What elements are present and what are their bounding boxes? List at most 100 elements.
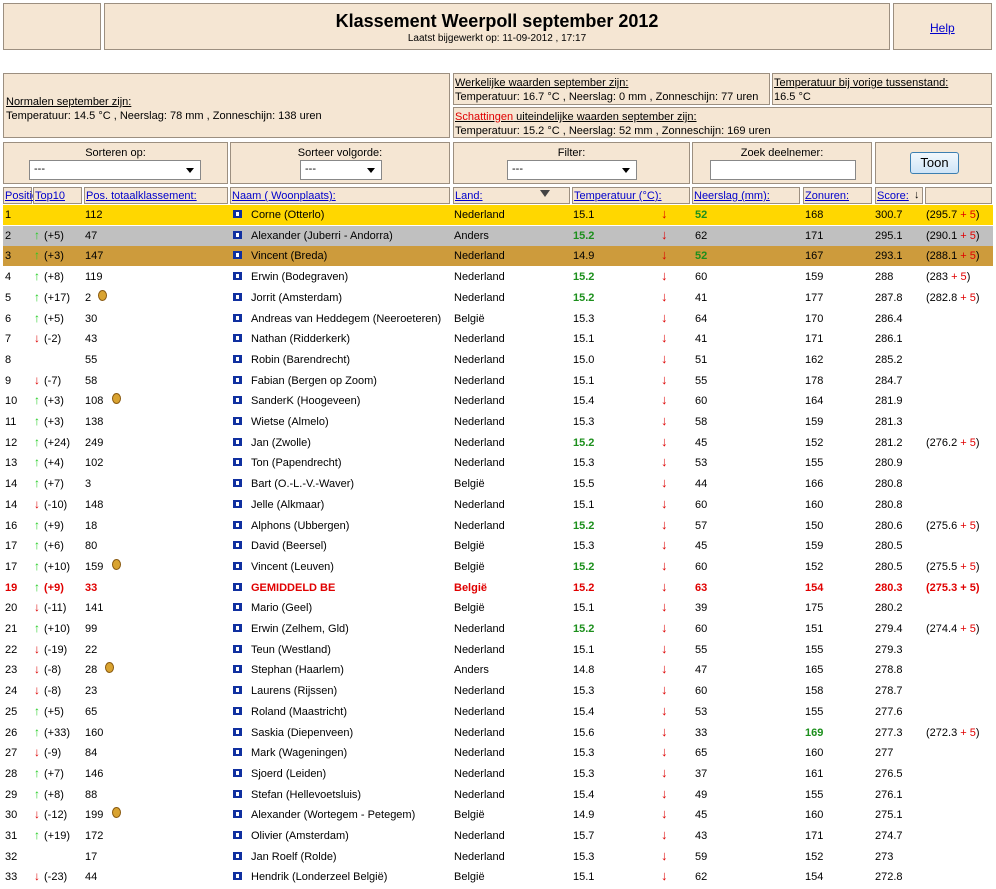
column-header[interactable]: Score:: [877, 190, 909, 202]
sunshine: 167: [805, 250, 824, 263]
column-header-cell: Neerslag (mm):: [692, 187, 800, 204]
precipitation: 33: [695, 726, 708, 739]
estimate-arrow: ↓: [661, 640, 668, 656]
bonus-part: + 5: [960, 291, 976, 304]
sort-by-select[interactable]: ---: [29, 160, 201, 180]
trend-arrow: ↑: [34, 703, 40, 718]
sunshine: 155: [805, 788, 824, 801]
position: 17: [5, 560, 18, 573]
country: Nederland: [454, 705, 505, 718]
country: Nederland: [454, 519, 505, 532]
column-header[interactable]: Zonuren:: [805, 190, 850, 202]
score: 276.1: [875, 788, 903, 801]
trend-arrow: ↓: [34, 496, 40, 511]
toon-button[interactable]: Toon: [910, 152, 959, 174]
position: 33: [5, 871, 18, 884]
position: 16: [5, 519, 18, 532]
table-row: 8 55 Robin (Barendrecht) Nederland 15.0 ↓ 51 16…: [3, 349, 993, 370]
change: (+10): [44, 560, 70, 573]
estimate-arrow: ↓: [661, 309, 668, 325]
total-position: 2: [85, 291, 92, 304]
name: Bart (O.-L.-V.-Waver): [251, 478, 355, 491]
estimate-arrow: ↓: [661, 371, 668, 387]
position: 2: [5, 229, 12, 242]
sunshine: 162: [805, 353, 824, 366]
column-header[interactable]: Neerslag (mm):: [694, 190, 770, 202]
country: Nederland: [454, 685, 505, 698]
country: België: [454, 312, 485, 325]
bonus-part: + 5: [951, 271, 967, 284]
name: Saskia (Diepenveen): [251, 726, 354, 739]
help-link[interactable]: Help: [930, 21, 955, 35]
name: Robin (Barendrecht): [251, 353, 351, 366]
country: Nederland: [454, 209, 505, 221]
trend-arrow: ↑: [34, 414, 40, 428]
precipitation: 47: [695, 664, 708, 677]
flag-icon: [233, 230, 242, 239]
flag-icon: [233, 292, 242, 301]
country: Nederland: [454, 788, 505, 801]
position: 21: [5, 623, 18, 635]
total-position: 102: [85, 457, 104, 470]
column-header[interactable]: Naam ( Woonplaats):: [232, 190, 336, 202]
temperature: 15.3: [573, 416, 595, 428]
column-header[interactable]: Positie:: [5, 190, 42, 202]
estimate-arrow: ↓: [661, 350, 668, 366]
temperature: 15.1: [573, 374, 595, 387]
name: Vincent (Leuven): [251, 560, 334, 573]
column-header[interactable]: Top10: [35, 190, 65, 202]
precipitation: 59: [695, 850, 708, 863]
precipitation: 44: [695, 478, 708, 491]
trend-arrow: ↑: [34, 558, 40, 573]
normals-box: Normalen september zijn: Temperatuur: 14…: [3, 73, 450, 138]
total-position: 47: [85, 229, 98, 242]
bonus: (283 + 5): [926, 271, 970, 283]
name: Alphons (Ubbergen): [251, 519, 350, 532]
sunshine: 164: [805, 395, 824, 408]
trend-arrow: ↑: [34, 724, 40, 739]
country: Nederland: [454, 767, 505, 780]
estimate-arrow: ↓: [661, 413, 668, 428]
search-input[interactable]: [710, 160, 856, 180]
name: Fabian (Bergen op Zoom): [251, 374, 377, 387]
trend-arrow: ↑: [34, 393, 40, 408]
table-row: 24 ↓ (-8) 23 Laurens (Rijssen) Nederland 15.3 ↓…: [3, 681, 993, 702]
bonus-part: (295.7: [926, 209, 961, 221]
filter-icon: [540, 190, 550, 202]
total-position: 30: [85, 312, 98, 325]
flag-icon: [233, 313, 242, 322]
flag-icon: [233, 561, 242, 570]
temperature: 15.2: [573, 436, 595, 449]
trend-arrow: ↑: [34, 517, 40, 532]
temperature: 14.9: [573, 250, 595, 263]
country: Nederland: [454, 498, 505, 511]
trend-arrow: ↑: [34, 476, 40, 491]
sunshine: 161: [805, 767, 824, 780]
bonus-part: ): [975, 581, 980, 594]
table-row: 32 17 Jan Roelf (Rolde) Nederland 15.3 ↓ 59 152…: [3, 846, 993, 867]
precipitation: 52: [695, 250, 708, 263]
estimate-arrow: ↓: [661, 744, 668, 760]
score: 280.2: [875, 602, 903, 615]
previous-text: 16.5 °C: [774, 91, 811, 103]
column-header[interactable]: Land:: [455, 190, 483, 202]
change: (+6): [44, 540, 64, 553]
table-row: 13 ↑ (+4) 102 Ton (Papendrecht) Nederland 15.3…: [3, 453, 993, 474]
score: 280.9: [875, 457, 903, 470]
change: (-8): [44, 685, 62, 698]
flag-icon: [233, 210, 242, 218]
column-header[interactable]: Pos. totaalklassement:: [86, 190, 197, 202]
table-row: 22 ↓ (-19) 22 Teun (Westland) Nederland 15.1 ↓ 5…: [3, 639, 993, 660]
total-position: 141: [85, 602, 104, 615]
flag-icon: [233, 520, 242, 529]
name: Hendrik (Londerzeel België): [251, 871, 388, 884]
name: Mario (Geel): [251, 602, 313, 615]
sort-order-select[interactable]: ---: [300, 160, 382, 180]
estimates-link[interactable]: Schattingen: [455, 111, 514, 123]
score: 277: [875, 747, 894, 760]
bonus-part: + 5: [960, 209, 976, 221]
filter-select[interactable]: ---: [507, 160, 637, 180]
column-header-cell: Positie:: [3, 187, 41, 204]
trend-arrow: ↑: [34, 310, 40, 325]
column-header[interactable]: Temperatuur (°C):: [574, 190, 662, 202]
